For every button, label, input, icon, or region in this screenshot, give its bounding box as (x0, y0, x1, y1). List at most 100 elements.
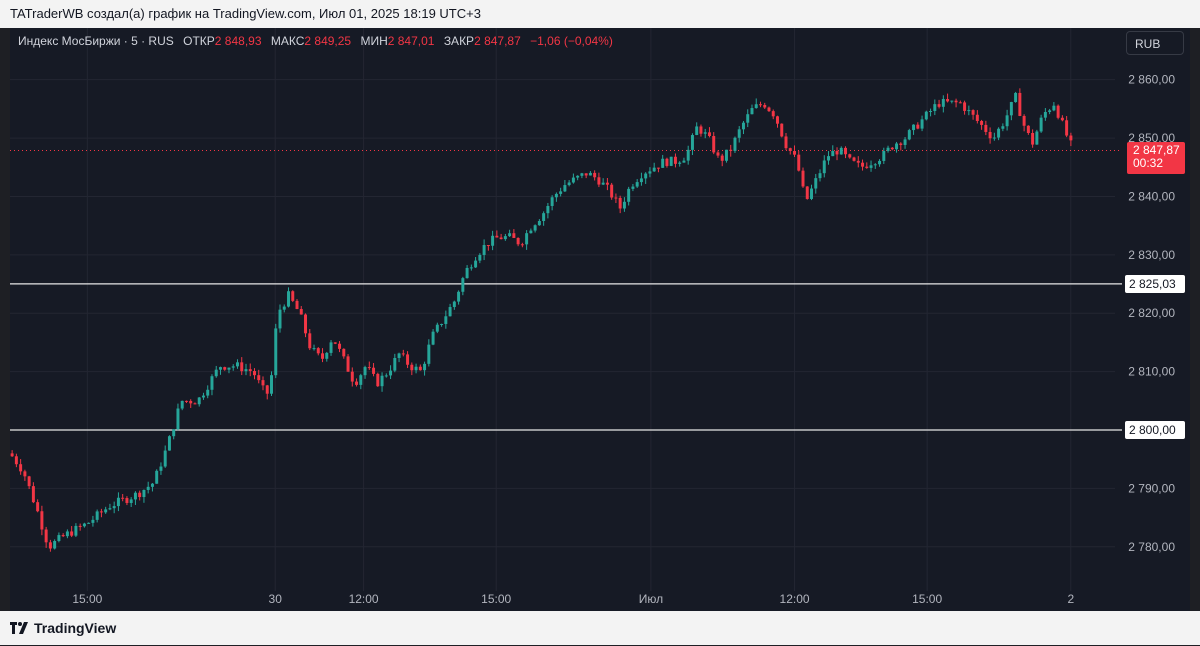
candle-body (648, 171, 652, 174)
candle-body (78, 525, 82, 527)
symbol-name[interactable]: Индекс МосБиржи · 5 · RUS (18, 34, 174, 48)
candle-body (104, 509, 108, 513)
candle-body (440, 323, 444, 325)
x-tick-label: 15:00 (912, 592, 942, 606)
candle-body (707, 132, 711, 137)
x-tick-label: 12:00 (780, 592, 810, 606)
candle-body (167, 436, 171, 451)
candle-body (1048, 110, 1052, 112)
candle-body (469, 267, 473, 269)
candle-body (397, 353, 401, 358)
candle-body (903, 139, 907, 145)
candle-body (142, 489, 146, 498)
candle-body (984, 124, 988, 132)
candle-body (997, 128, 1001, 138)
candle-body (74, 525, 78, 536)
candle-body (567, 182, 571, 186)
candle-body (444, 316, 448, 324)
candle-body (478, 254, 482, 261)
x-tick-label: 15:00 (481, 592, 511, 606)
candle-body (954, 100, 958, 103)
candle-body (376, 373, 380, 387)
candle-body (503, 236, 507, 240)
candle-body (346, 356, 350, 372)
candle-body (958, 102, 962, 104)
candle-body (920, 119, 924, 129)
candle-body (746, 114, 750, 123)
candle-body (542, 213, 546, 222)
candle-body (342, 348, 346, 357)
chart-canvas[interactable]: 2 860,002 850,002 840,002 830,002 820,00… (10, 28, 1190, 611)
x-tick-label: Июл (639, 592, 663, 606)
candle-body (771, 111, 775, 117)
candle-body (231, 366, 235, 368)
candle-body (912, 124, 916, 131)
candle-body (282, 306, 286, 310)
candle-body (971, 110, 975, 115)
candle-body (299, 309, 303, 315)
candle-body (550, 197, 554, 206)
candle-body (780, 123, 784, 137)
candle-body (882, 150, 886, 161)
candle-body (1035, 131, 1039, 145)
candle-body (418, 366, 422, 371)
candle-body (1009, 102, 1013, 116)
candle-body (584, 173, 588, 176)
close-value: 2 847,87 (474, 34, 521, 48)
candle-body (384, 375, 388, 377)
candle-body (822, 160, 826, 174)
candle-body (1026, 125, 1030, 133)
candle-body (1031, 132, 1035, 145)
brand-name[interactable]: TradingView (34, 620, 117, 636)
chart-pane[interactable]: 2 860,00 2 850,00 2 840,00 2 830,00 2 820,00… (10, 28, 1190, 611)
candle-body (886, 147, 890, 151)
candle-body (848, 154, 852, 158)
candle-body (644, 173, 648, 179)
candle-body (121, 497, 125, 499)
candle-body (380, 375, 384, 387)
y-tick-label: 2 830,00 (1128, 248, 1175, 262)
candle-body (1001, 126, 1005, 129)
close-label: ЗАКР (443, 34, 475, 48)
y-tick-label: 2 780,00 (1128, 540, 1175, 554)
candle-body (40, 511, 44, 530)
candle-body (435, 324, 439, 332)
candle-body (482, 245, 486, 255)
candle-body (184, 400, 188, 402)
candle-body (818, 173, 822, 179)
candle-body (23, 471, 27, 477)
candle-body (665, 158, 669, 166)
candle-body (155, 470, 159, 484)
candle-body (754, 104, 758, 109)
last-price-tag: 2 847,87 00:32 (1127, 141, 1185, 174)
low-label: МИН (360, 34, 388, 48)
candle-body (125, 498, 129, 503)
candle-body (669, 156, 673, 166)
candle-body (112, 506, 116, 509)
candle-body (814, 178, 818, 189)
y-tick-label: 2 860,00 (1128, 73, 1175, 87)
candle-body (835, 150, 839, 155)
candle-body (138, 492, 142, 498)
candle-body (108, 508, 112, 510)
candle-body (325, 352, 329, 359)
candle-body (95, 511, 99, 520)
candle-body (533, 225, 537, 231)
candle-body (338, 343, 342, 349)
candle-body (499, 237, 503, 240)
candle-body (797, 154, 801, 171)
candle-body (601, 182, 605, 185)
candle-body (610, 184, 614, 198)
tradingview-logo-icon[interactable] (10, 612, 30, 646)
candle-body (980, 120, 984, 125)
candle-body (240, 362, 244, 372)
candle-body (716, 152, 720, 156)
candle-body (308, 333, 312, 349)
currency-button[interactable]: RUB (1126, 31, 1184, 55)
candle-body (431, 331, 435, 345)
candle-body (639, 178, 643, 183)
candle-body (537, 221, 541, 226)
candle-body (116, 497, 120, 507)
candle-body (44, 529, 48, 543)
candle-body (321, 353, 325, 359)
